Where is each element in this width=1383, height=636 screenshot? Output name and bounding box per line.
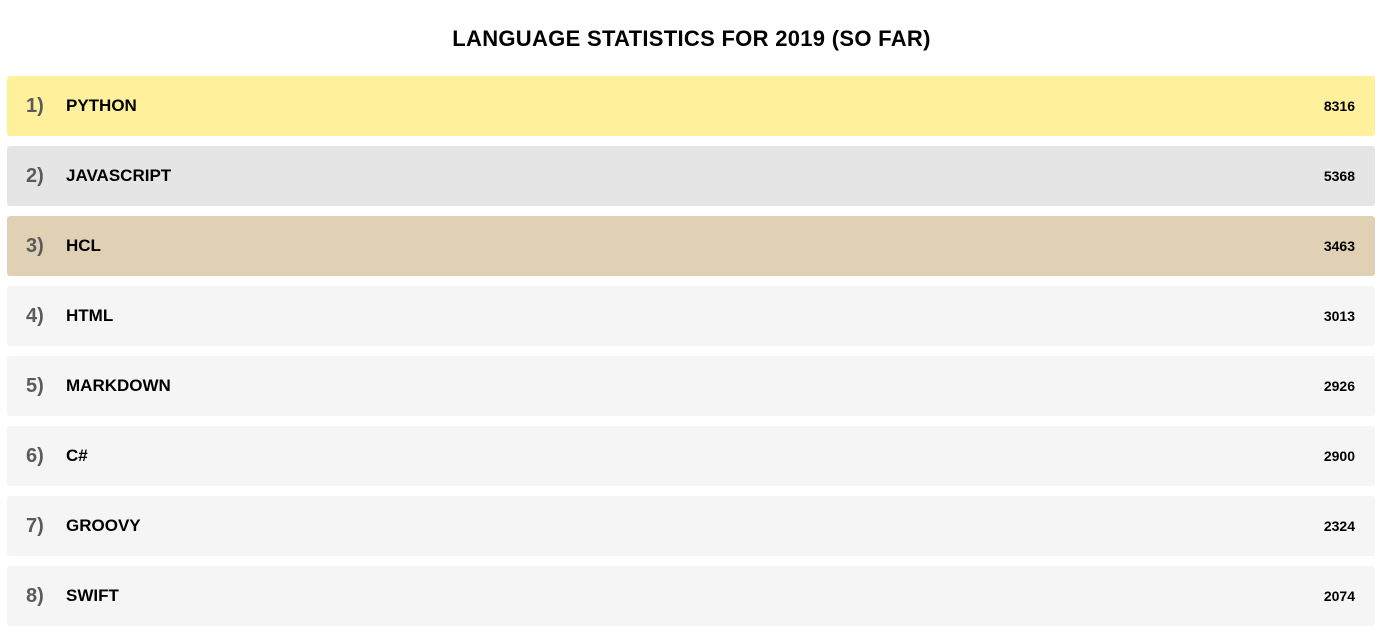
language-row-1: 1) PYTHON 8316	[7, 76, 1375, 136]
language-name: GROOVY	[66, 516, 141, 535]
language-row-3: 3) HCL 3463	[7, 216, 1375, 276]
language-count: 2074	[1323, 588, 1355, 604]
language-count: 2324	[1323, 518, 1355, 534]
language-count: 2900	[1323, 448, 1355, 464]
rank-label: 2)	[26, 164, 44, 187]
language-name: SWIFT	[66, 586, 119, 605]
language-row-8: 8) SWIFT 2074	[7, 566, 1375, 626]
language-count: 3463	[1323, 238, 1355, 254]
language-list: 1) PYTHON 8316 2) JAVASCRIPT 5368 3) HCL…	[7, 76, 1375, 636]
language-name: HCL	[66, 236, 101, 255]
rank-label: 4)	[26, 304, 44, 327]
language-name: PYTHON	[66, 96, 137, 115]
language-count: 3013	[1323, 308, 1355, 324]
language-count: 5368	[1323, 168, 1355, 184]
language-name: HTML	[66, 306, 114, 325]
language-name: JAVASCRIPT	[66, 166, 172, 185]
rank-label: 3)	[26, 234, 44, 257]
rank-label: 1)	[26, 94, 44, 117]
rank-label: 5)	[26, 374, 44, 397]
language-count: 2926	[1323, 378, 1355, 394]
language-row-7: 7) GROOVY 2324	[7, 496, 1375, 556]
language-row-6: 6) C# 2900	[7, 426, 1375, 486]
language-name: C#	[66, 446, 88, 465]
language-name: MARKDOWN	[66, 376, 171, 395]
rank-label: 7)	[26, 514, 44, 537]
rank-label: 8)	[26, 584, 44, 607]
page-title: LANGUAGE STATISTICS FOR 2019 (SO FAR)	[452, 26, 931, 51]
language-row-5: 5) MARKDOWN 2926	[7, 356, 1375, 416]
rank-label: 6)	[26, 444, 44, 467]
language-count: 8316	[1323, 98, 1355, 114]
language-row-4: 4) HTML 3013	[7, 286, 1375, 346]
language-row-2: 2) JAVASCRIPT 5368	[7, 146, 1375, 206]
